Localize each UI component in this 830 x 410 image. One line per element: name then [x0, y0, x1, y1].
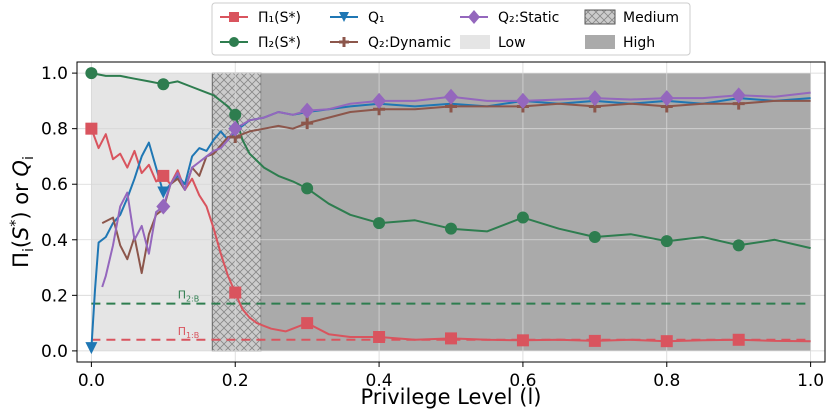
x-axis-ticks: 0.0 0.2 0.4 0.6 0.8 1.0 — [78, 362, 824, 391]
series-marker — [515, 92, 530, 109]
y-axis-ticks: 0.0 0.2 0.4 0.6 0.8 1.0 — [41, 64, 77, 362]
legend-item: Q₁ — [330, 10, 385, 26]
series-marker — [373, 331, 386, 343]
legend-item: Π₁(S*) — [220, 10, 301, 26]
series-marker — [157, 169, 170, 182]
series-marker — [660, 235, 673, 248]
series-marker — [339, 12, 349, 22]
baseline-label: Π1:B — [178, 325, 200, 340]
series-marker — [587, 90, 602, 107]
legend-swatch-patch — [585, 35, 615, 49]
series-marker — [516, 211, 529, 224]
series-marker — [445, 222, 457, 235]
series-marker — [229, 108, 242, 121]
legend-item: Medium — [584, 9, 679, 26]
legend-label: High — [623, 35, 655, 51]
series-marker — [301, 317, 314, 330]
series-marker — [588, 231, 601, 243]
privilege-regions — [91, 72, 811, 352]
x-tick-label: 0.4 — [366, 371, 393, 391]
legend-item: Π₂(S*) — [220, 35, 301, 51]
series-marker — [228, 120, 243, 137]
legend-item: High — [585, 35, 655, 51]
legend-label: Π₁(S*) — [258, 10, 301, 26]
y-tick-label: 0.2 — [41, 286, 68, 306]
series-marker — [85, 67, 98, 80]
y-tick-label: 0.6 — [41, 175, 68, 195]
series-marker — [157, 78, 170, 91]
legend-item: Low — [460, 35, 526, 51]
series-marker — [372, 92, 387, 109]
baseline-label: Π2:B — [178, 289, 200, 304]
legend: Π₁(S*) Π₂(S*) Q₁ Q₂:Dynamic Q₂:Static Low Medi… — [211, 2, 691, 56]
legend-label: Q₂:Static — [498, 10, 559, 26]
series-markers — [85, 67, 746, 355]
series-marker — [301, 117, 314, 130]
y-tick-label: 0.8 — [41, 120, 68, 140]
baseline-lines: Π2:B Π1:B — [91, 289, 811, 341]
y-tick-label: 0.4 — [41, 231, 68, 251]
series-marker — [731, 87, 746, 104]
legend-label: Q₁ — [368, 10, 385, 26]
series-marker — [229, 12, 239, 22]
y-tick-label: 0.0 — [41, 342, 68, 362]
series-marker — [157, 186, 170, 199]
series-marker — [444, 88, 458, 105]
series-marker — [516, 334, 529, 347]
series-marker — [588, 334, 601, 347]
legend-label: Π₂(S*) — [258, 35, 301, 51]
series-marker — [339, 37, 349, 47]
series-line-1 — [91, 72, 811, 250]
series-marker — [229, 286, 242, 299]
series-line-4 — [101, 91, 811, 288]
region-low — [91, 73, 213, 351]
legend-label: Low — [498, 35, 526, 51]
series-marker — [156, 198, 171, 215]
series-marker — [732, 239, 745, 252]
series-marker — [301, 182, 314, 195]
x-tick-label: 1.0 — [797, 371, 824, 391]
x-tick-label: 0.2 — [222, 371, 249, 391]
x-axis-label: Privilege Level (l) — [360, 385, 541, 409]
series-marker — [659, 90, 674, 107]
grid-lines — [77, 62, 825, 362]
series-line-3 — [101, 99, 811, 275]
series-marker — [229, 37, 239, 47]
series-marker — [85, 342, 98, 355]
plot-frame — [76, 61, 826, 363]
series-marker — [660, 335, 673, 348]
series-line-0 — [90, 128, 811, 343]
y-tick-label: 1.0 — [41, 64, 68, 84]
legend-label: Q₂:Dynamic — [368, 35, 451, 51]
series-marker — [300, 102, 315, 119]
y-axis-label: Πi(S*) or Qi — [8, 156, 37, 268]
legend-swatch-patch — [584, 9, 616, 25]
svg-text:Πi(S*) or Qi: Πi(S*) or Qi — [8, 156, 37, 268]
series-marker — [85, 122, 98, 135]
series-marker — [445, 332, 457, 345]
x-tick-label: 0.0 — [78, 371, 105, 391]
series-marker — [468, 10, 480, 24]
x-tick-label: 0.8 — [653, 371, 680, 391]
legend-item: Q₂:Static — [460, 10, 559, 26]
legend-label: Medium — [623, 10, 679, 26]
series-marker — [373, 217, 386, 230]
series-marker — [732, 333, 745, 346]
legend-swatch-patch — [460, 35, 490, 49]
legend-item: Q₂:Dynamic — [330, 35, 451, 51]
x-tick-label: 0.6 — [509, 371, 536, 391]
